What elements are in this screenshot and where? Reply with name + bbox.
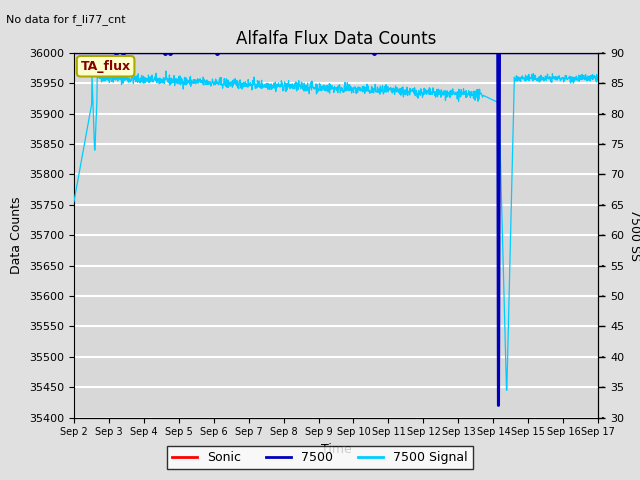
Legend: Sonic, 7500, 7500 Signal: Sonic, 7500, 7500 Signal	[167, 446, 473, 469]
X-axis label: Time: Time	[321, 443, 351, 456]
Text: No data for f_li77_cnt: No data for f_li77_cnt	[6, 14, 126, 25]
Y-axis label: Data Counts: Data Counts	[10, 196, 23, 274]
Title: Alfalfa Flux Data Counts: Alfalfa Flux Data Counts	[236, 30, 436, 48]
Text: TA_flux: TA_flux	[81, 60, 131, 73]
Y-axis label: 7500 SS: 7500 SS	[628, 209, 640, 261]
